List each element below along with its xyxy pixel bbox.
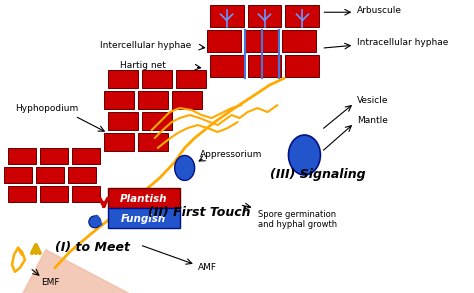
- Bar: [72, 148, 100, 164]
- Bar: [36, 167, 64, 183]
- Bar: [40, 148, 68, 164]
- Bar: [138, 133, 168, 151]
- Text: EMF: EMF: [41, 278, 59, 287]
- Bar: [247, 5, 282, 27]
- Text: Appressorium: Appressorium: [200, 151, 262, 159]
- Bar: [108, 112, 138, 130]
- Text: Plantish: Plantish: [120, 194, 167, 204]
- Bar: [210, 5, 244, 27]
- Bar: [108, 70, 138, 88]
- Text: Spore germination
and hyphal growth: Spore germination and hyphal growth: [257, 210, 337, 229]
- Bar: [176, 70, 206, 88]
- Bar: [285, 55, 319, 77]
- Text: Mantle: Mantle: [357, 115, 388, 125]
- Bar: [68, 167, 96, 183]
- Ellipse shape: [289, 135, 320, 175]
- Text: AMF: AMF: [198, 263, 217, 272]
- Bar: [4, 167, 32, 183]
- Circle shape: [89, 216, 101, 228]
- Bar: [104, 91, 134, 109]
- Bar: [207, 30, 241, 52]
- Bar: [104, 133, 134, 151]
- Bar: [8, 148, 36, 164]
- Bar: [142, 112, 172, 130]
- Text: Hartig net: Hartig net: [120, 61, 165, 70]
- Text: (II) First Touch: (II) First Touch: [148, 206, 250, 219]
- Bar: [210, 55, 244, 77]
- Text: Arbuscule: Arbuscule: [357, 6, 402, 15]
- Bar: [108, 208, 180, 228]
- Bar: [247, 55, 282, 77]
- Bar: [172, 91, 201, 109]
- Bar: [72, 186, 100, 202]
- Text: Intercellular hyphae: Intercellular hyphae: [100, 41, 191, 50]
- Bar: [283, 30, 317, 52]
- Text: Intracellular hyphae: Intracellular hyphae: [357, 38, 449, 47]
- Text: Hyphopodium: Hyphopodium: [15, 103, 78, 113]
- Text: (III) Signaling: (III) Signaling: [270, 168, 365, 181]
- Text: Vesicle: Vesicle: [357, 96, 389, 105]
- Bar: [142, 70, 172, 88]
- Text: Fungish: Fungish: [121, 214, 166, 224]
- Ellipse shape: [175, 156, 195, 180]
- FancyArrow shape: [14, 250, 429, 293]
- Bar: [8, 186, 36, 202]
- Bar: [245, 30, 279, 52]
- Bar: [138, 91, 168, 109]
- Text: (I) to Meet: (I) to Meet: [55, 241, 130, 254]
- Bar: [40, 186, 68, 202]
- Bar: [108, 188, 180, 208]
- Bar: [285, 5, 319, 27]
